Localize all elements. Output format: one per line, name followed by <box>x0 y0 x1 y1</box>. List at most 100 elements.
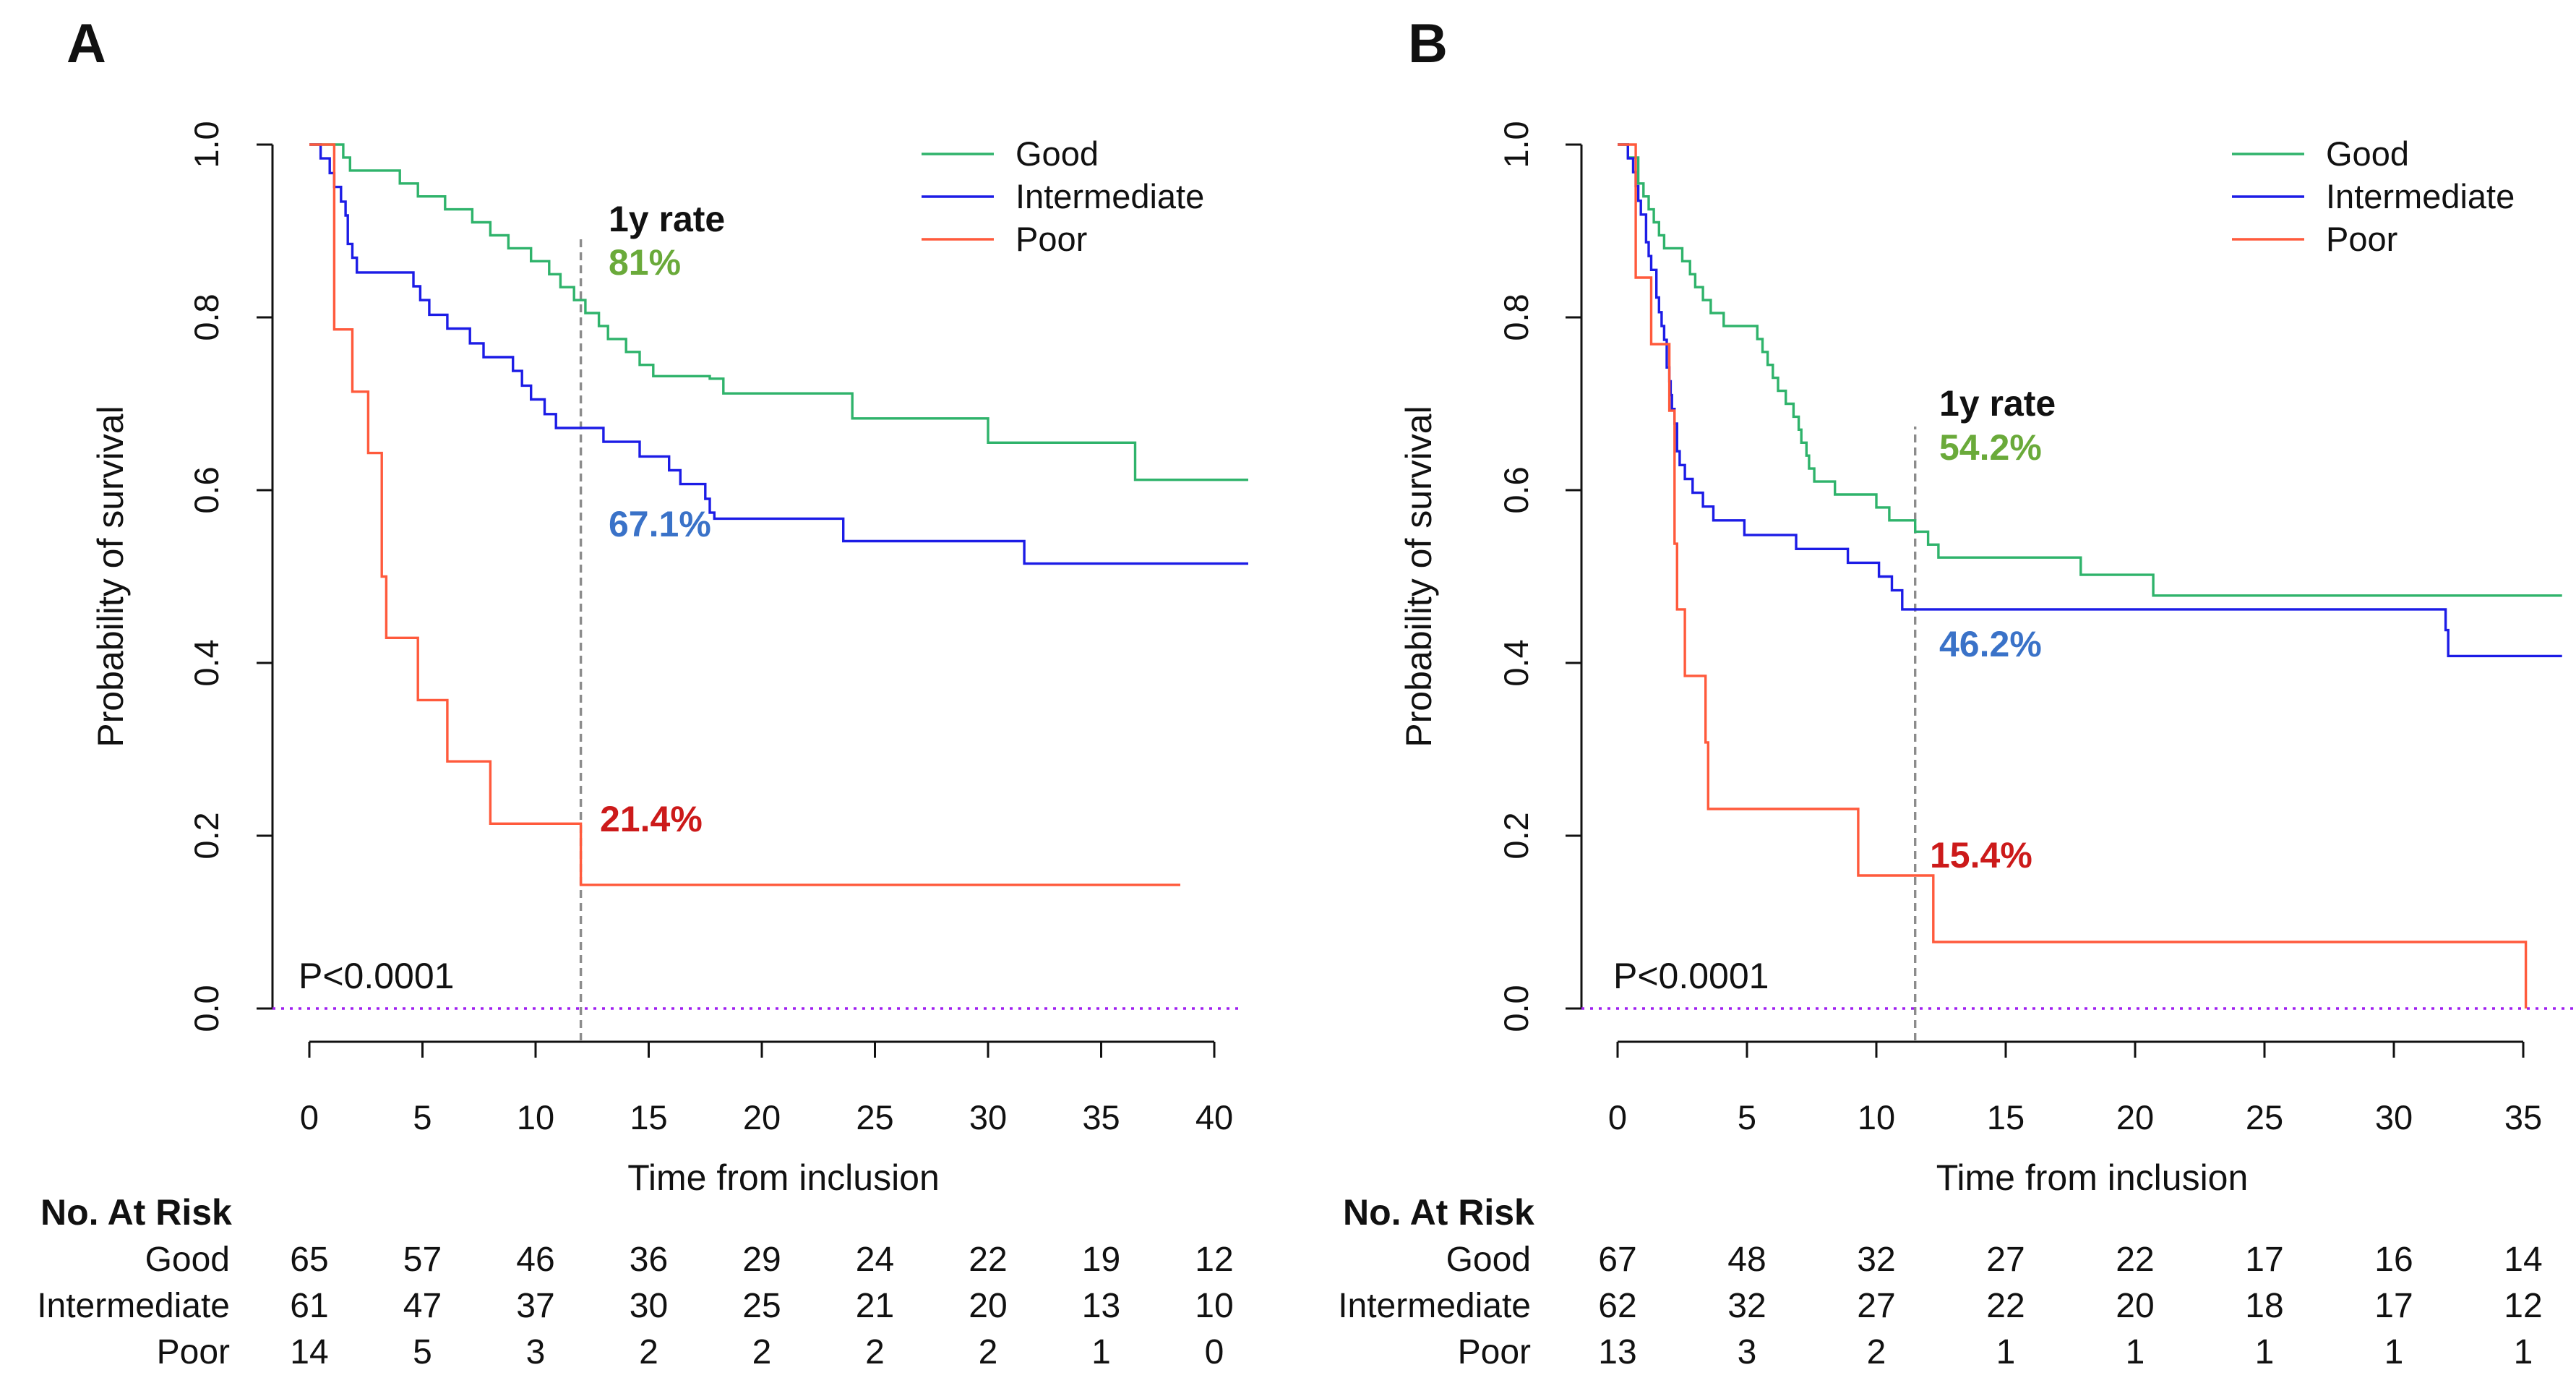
panel-letter: B <box>1408 13 1448 74</box>
risk-count: 22 <box>969 1241 1007 1279</box>
risk-count: 13 <box>1598 1333 1636 1371</box>
risk-count: 5 <box>413 1333 432 1371</box>
risk-count: 0 <box>1205 1333 1224 1371</box>
risk-row-label: Intermediate <box>1338 1287 1531 1325</box>
x-tick-label: 15 <box>630 1098 667 1136</box>
legend: Good Intermediate Poor <box>2232 134 2515 258</box>
x-tick-label: 25 <box>2246 1098 2283 1136</box>
y-tick-label: 0.2 <box>187 812 226 859</box>
x-tick-label: 0 <box>300 1098 319 1136</box>
risk-count: 65 <box>290 1241 328 1279</box>
risk-count: 48 <box>1727 1241 1766 1279</box>
risk-count: 67 <box>1598 1241 1636 1279</box>
y-axis: 0.0 0.2 0.4 0.6 0.8 1.0 Probability of surviva… <box>1399 121 1583 1032</box>
risk-count: 12 <box>1195 1241 1233 1279</box>
x-tick-label: 10 <box>1858 1098 1895 1136</box>
risk-count: 20 <box>969 1287 1007 1325</box>
risk-table-title: No. At Risk <box>40 1192 232 1233</box>
curve-intermediate <box>309 143 1248 565</box>
risk-count: 62 <box>1598 1287 1636 1325</box>
one-year-title: 1y rate <box>1939 383 2056 424</box>
curve-good <box>309 143 1248 481</box>
x-tick-label: 5 <box>413 1098 432 1136</box>
risk-count: 17 <box>2374 1287 2413 1325</box>
x-tick-label: 30 <box>969 1098 1007 1136</box>
y-tick-label: 0.0 <box>187 985 226 1032</box>
legend-label-poor: Poor <box>1016 220 1087 258</box>
x-tick-label: 20 <box>2116 1098 2154 1136</box>
risk-row-intermediate: Intermediate 61 47 37 30 25 21 20 13 10 <box>37 1287 1234 1325</box>
risk-row-label: Poor <box>1458 1333 1531 1371</box>
legend: Good Intermediate Poor <box>922 134 1204 258</box>
risk-count: 22 <box>1986 1287 2025 1325</box>
curve-intermediate <box>1618 143 2562 658</box>
risk-row-label: Poor <box>157 1333 230 1371</box>
risk-count: 57 <box>403 1241 442 1279</box>
x-axis-title: Time from inclusion <box>1936 1157 2249 1198</box>
one-year-rate-intermediate: 67.1% <box>609 504 711 544</box>
x-tick-label: 40 <box>1195 1098 1233 1136</box>
x-tick-label: 35 <box>2504 1098 2542 1136</box>
risk-count: 1 <box>2514 1333 2533 1371</box>
y-tick-label: 0.6 <box>187 466 226 513</box>
curve-good <box>1618 143 2562 597</box>
legend-label-intermediate: Intermediate <box>2326 177 2515 215</box>
survival-curves <box>1618 143 2562 1009</box>
risk-count: 27 <box>1986 1241 2025 1279</box>
risk-count: 3 <box>526 1333 546 1371</box>
risk-row-poor: Poor 13 3 2 1 1 1 1 1 <box>1458 1333 2533 1371</box>
x-tick-label: 5 <box>1738 1098 1756 1136</box>
risk-count: 2 <box>752 1333 772 1371</box>
legend-label-good: Good <box>1016 134 1099 173</box>
risk-row-good: Good 67 48 32 27 22 17 16 14 <box>1446 1241 2543 1279</box>
x-tick-label: 20 <box>743 1098 781 1136</box>
legend-label-good: Good <box>2326 134 2409 173</box>
x-tick-label: 35 <box>1082 1098 1120 1136</box>
y-tick-label: 0.8 <box>1497 294 1535 341</box>
risk-row-label: Good <box>145 1241 230 1279</box>
y-tick-label: 0.0 <box>1497 985 1535 1032</box>
y-tick-label: 0.4 <box>1497 639 1535 686</box>
y-tick-label: 0.6 <box>1497 466 1535 513</box>
panel-letter: A <box>66 13 106 74</box>
risk-count: 17 <box>2245 1241 2283 1279</box>
risk-count: 32 <box>1857 1241 1895 1279</box>
x-tick-label: 30 <box>2375 1098 2413 1136</box>
risk-row-intermediate: Intermediate 62 32 27 22 20 18 17 12 <box>1338 1287 2543 1325</box>
x-axis: 0 5 10 15 20 25 30 35 Time from inclusion <box>1608 1040 2542 1198</box>
survival-curves <box>309 143 1248 886</box>
risk-count: 1 <box>2126 1333 2145 1371</box>
risk-count: 2 <box>979 1333 998 1371</box>
risk-count: 1 <box>2384 1333 2404 1371</box>
risk-count: 30 <box>630 1287 668 1325</box>
risk-count: 22 <box>2116 1241 2154 1279</box>
risk-count: 21 <box>856 1287 894 1325</box>
risk-count: 10 <box>1195 1287 1233 1325</box>
risk-count: 13 <box>1082 1287 1120 1325</box>
y-tick-label: 0.4 <box>187 639 226 686</box>
y-tick-label: 1.0 <box>1497 121 1535 168</box>
one-year-rate-good: 54.2% <box>1939 427 2042 468</box>
x-tick-label: 0 <box>1608 1098 1627 1136</box>
x-tick-label: 25 <box>856 1098 893 1136</box>
p-value: P<0.0001 <box>1613 956 1769 996</box>
one-year-rate-poor: 15.4% <box>1930 835 2032 875</box>
panel-b: B 0 5 10 15 20 25 30 35 Time from inclusion 0.0 0.2… <box>1338 13 2576 1371</box>
y-axis-title: Probability of survival <box>90 406 131 747</box>
risk-count: 16 <box>2374 1241 2413 1279</box>
one-year-rate-poor: 21.4% <box>600 799 703 839</box>
risk-count: 29 <box>742 1241 781 1279</box>
risk-count: 46 <box>516 1241 554 1279</box>
p-value: P<0.0001 <box>299 956 454 996</box>
risk-count: 2 <box>1867 1333 1886 1371</box>
legend-label-intermediate: Intermediate <box>1016 177 1204 215</box>
x-tick-label: 10 <box>517 1098 554 1136</box>
risk-count: 1 <box>1996 1333 2016 1371</box>
risk-count: 19 <box>1082 1241 1120 1279</box>
y-tick-label: 0.8 <box>187 294 226 341</box>
risk-row-label: Good <box>1446 1241 1531 1279</box>
risk-count: 18 <box>2245 1287 2283 1325</box>
